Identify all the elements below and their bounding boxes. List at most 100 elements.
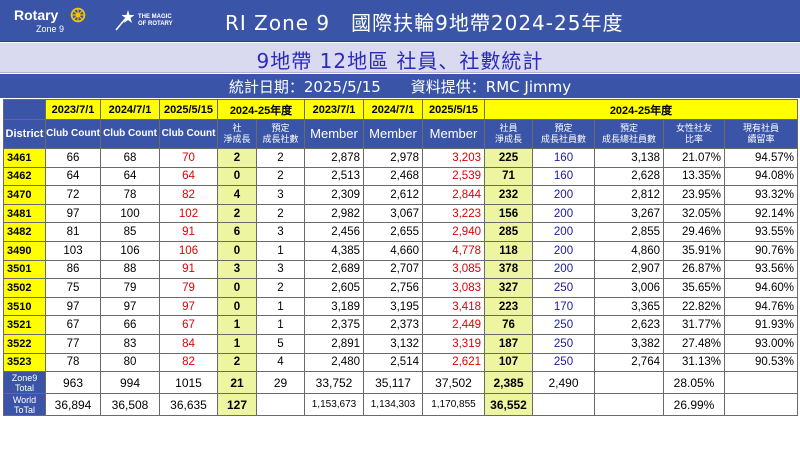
cell-club-2025: 91 [159, 222, 218, 242]
cell-member-2024: 2,373 [363, 315, 423, 335]
totals-row: Zone9 Total 963 994 1015 21 29 33,752 35,117 37,5… [3, 371, 799, 395]
table-row: 3462 64 64 64 0 2 2,513 2,468 2,539 71 160 2,628 13.… [3, 166, 799, 187]
cell-district: 3481 [3, 203, 46, 224]
total-member-net-growth: 2,385 [484, 371, 533, 395]
table-row: 3481 97 100 102 2 2 2,982 3,067 3,223 156 200 3,267… [3, 203, 799, 224]
cell-female-ratio: 26.87% [663, 259, 725, 280]
statistics-table: 2023/7/1 2024/7/1 2025/5/15 2024-25年度 20… [3, 99, 799, 417]
total-member-2023: 1,153,673 [304, 393, 364, 417]
cell-club-target: 3 [256, 185, 305, 205]
cell-club-2025: 67 [159, 315, 218, 335]
cell-member-net-growth: 232 [484, 185, 533, 205]
cell-retention-rate: 91.93% [723, 315, 799, 335]
column-member-2025: Member [422, 119, 485, 149]
cell-club-net-growth: 2 [217, 352, 257, 373]
total-club-2024: 994 [100, 371, 160, 395]
cell-member-target-total: 3,382 [594, 333, 664, 354]
cell-member-2023: 2,480 [304, 352, 364, 373]
total-retention-rate [723, 393, 799, 417]
cell-retention-rate: 94.57% [723, 148, 799, 168]
cell-female-ratio: 29.46% [663, 222, 725, 242]
cell-member-net-growth: 378 [484, 259, 533, 280]
total-member-target-total [594, 371, 664, 395]
cell-member-2023: 2,309 [304, 185, 364, 205]
cell-member-2023: 2,878 [304, 148, 364, 168]
header-club-2024: 2024/7/1 [100, 99, 160, 120]
cell-member-target-total: 3,006 [594, 278, 664, 298]
cell-club-2023: 72 [45, 185, 101, 205]
cell-district: 3523 [3, 352, 46, 373]
column-club-count-2025: Club Count [159, 119, 218, 149]
page-subtitle: 9地帶 12地區 社員、社數統計 [256, 49, 544, 73]
cell-member-2024: 2,514 [363, 352, 423, 373]
total-member-2024: 1,134,303 [363, 393, 423, 417]
cell-retention-rate: 92.14% [723, 203, 799, 224]
cell-club-target: 3 [256, 222, 305, 242]
cell-club-net-growth: 0 [217, 166, 257, 187]
cell-retention-rate: 93.00% [723, 333, 799, 354]
cell-club-2025: 70 [159, 148, 218, 168]
cell-member-target-total: 2,855 [594, 222, 664, 242]
cell-member-2023: 2,891 [304, 333, 364, 354]
info-band: 統計日期：2025/5/15 資料提供：RMC Jimmy [0, 74, 800, 98]
table-column-header-row: District Club Count Club Count Club Coun… [3, 119, 799, 149]
column-club-count-2024: Club Count [100, 119, 160, 149]
total-member-target: 2,490 [532, 371, 595, 395]
rotary-wheel-icon [70, 7, 86, 23]
cell-female-ratio: 32.05% [663, 203, 725, 224]
cell-district: 3522 [3, 333, 46, 354]
cell-club-2025: 82 [159, 352, 218, 373]
magic-of-rotary-logo: THE MAGIC OF ROTARY [112, 5, 192, 37]
cell-club-net-growth: 4 [217, 185, 257, 205]
table-row: 3521 67 66 67 1 1 2,375 2,373 2,449 76 250 2,623 31.… [3, 315, 799, 335]
cell-member-2025: 3,083 [422, 278, 485, 298]
cell-member-2023: 2,605 [304, 278, 364, 298]
table-row: 3482 81 85 91 6 3 2,456 2,655 2,940 285 200 2,855 29… [3, 222, 799, 242]
cell-club-2025: 64 [159, 166, 218, 187]
cell-member-net-growth: 156 [484, 203, 533, 224]
header-member-year: 2024-25年度 [483, 99, 799, 120]
cell-club-net-growth: 6 [217, 222, 257, 242]
cell-club-target: 2 [256, 203, 305, 224]
cell-member-net-growth: 76 [484, 315, 533, 335]
cell-member-target-total: 4,860 [594, 240, 664, 261]
cell-member-target-total: 3,138 [594, 148, 664, 168]
cell-member-2025: 3,319 [422, 333, 485, 354]
cell-club-target: 4 [256, 352, 305, 373]
cell-member-2025: 2,940 [422, 222, 485, 242]
header-member-2023: 2023/7/1 [304, 99, 364, 120]
column-club-net-growth: 社淨成長 [217, 119, 257, 149]
cell-club-target: 1 [256, 240, 305, 261]
cell-club-2024: 66 [100, 315, 160, 335]
cell-district: 3470 [3, 185, 46, 205]
column-district: District [3, 119, 46, 149]
column-member-2023: Member [304, 119, 364, 149]
cell-member-2023: 4,385 [304, 240, 364, 261]
cell-club-net-growth: 0 [217, 296, 257, 317]
cell-member-2025: 3,223 [422, 203, 485, 224]
total-member-net-growth: 36,552 [484, 393, 533, 417]
table-row: 3510 97 97 97 0 1 3,189 3,195 3,418 223 170 3,365 22… [3, 296, 799, 317]
cell-female-ratio: 23.95% [663, 185, 725, 205]
cell-club-net-growth: 0 [217, 240, 257, 261]
cell-member-target: 250 [532, 352, 595, 373]
cell-member-target-total: 2,764 [594, 352, 664, 373]
cell-member-target: 200 [532, 259, 595, 280]
cell-club-2025: 91 [159, 259, 218, 280]
total-club-2023: 36,894 [45, 393, 101, 417]
cell-female-ratio: 31.77% [663, 315, 725, 335]
cell-female-ratio: 35.65% [663, 278, 725, 298]
cell-female-ratio: 13.35% [663, 166, 725, 187]
total-female-ratio: 28.05% [663, 371, 725, 395]
cell-retention-rate: 93.32% [723, 185, 799, 205]
column-club-target: 預定 成長社數 [256, 119, 305, 149]
cell-club-2023: 77 [45, 333, 101, 354]
cell-member-target: 160 [532, 148, 595, 168]
total-female-ratio: 26.99% [663, 393, 725, 417]
cell-club-2024: 79 [100, 278, 160, 298]
total-club-target [256, 393, 305, 417]
header-club-2023: 2023/7/1 [45, 99, 101, 120]
cell-club-2024: 68 [100, 148, 160, 168]
page-title: RI Zone 9 國際扶輪9地帶2024-25年度 [225, 11, 624, 35]
cell-district: 3490 [3, 240, 46, 261]
